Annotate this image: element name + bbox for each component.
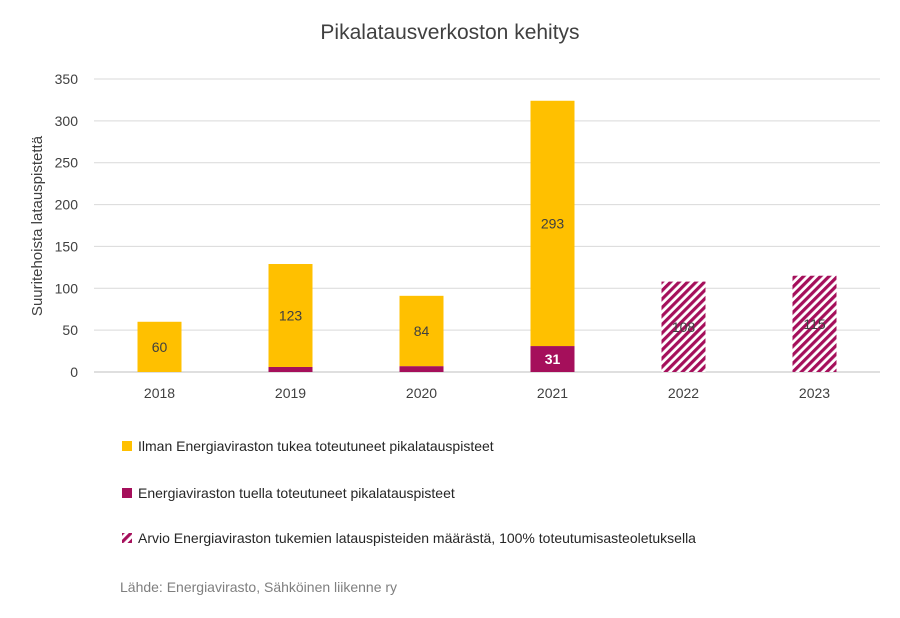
data-label: 123 bbox=[279, 307, 303, 323]
y-tick-label: 150 bbox=[55, 238, 79, 254]
data-label: 115 bbox=[803, 316, 826, 332]
x-tick-label: 2021 bbox=[537, 385, 568, 401]
bars: 60 123 84 31 293 108 115 bbox=[137, 100, 837, 372]
bar-segment bbox=[268, 264, 313, 367]
legend-label: Arvio Energiaviraston tukemien latauspis… bbox=[138, 530, 696, 546]
bar-segment bbox=[530, 346, 575, 372]
data-label: 84 bbox=[414, 323, 430, 339]
grid-lines bbox=[94, 78, 880, 373]
y-tick-label: 300 bbox=[55, 113, 79, 129]
x-tick-label: 2023 bbox=[799, 385, 830, 401]
data-label: 31 bbox=[545, 351, 561, 367]
legend-swatch bbox=[122, 533, 132, 543]
bar-segment bbox=[399, 366, 444, 372]
y-tick-label: 200 bbox=[55, 197, 79, 213]
legend-item: Ilman Energiaviraston tukea toteutuneet … bbox=[122, 438, 494, 454]
bar-segment bbox=[399, 295, 444, 367]
y-tick-label: 250 bbox=[55, 155, 79, 171]
x-tick-label: 2019 bbox=[275, 385, 306, 401]
bar-segment bbox=[530, 100, 575, 347]
y-tick-label: 100 bbox=[55, 280, 79, 296]
source-note: Lähde: Energiavirasto, Sähköinen liikenn… bbox=[120, 579, 397, 595]
bar-segment bbox=[137, 321, 182, 372]
bar-segment bbox=[268, 366, 313, 372]
y-axis-label: Suuritehoista latauspistettä bbox=[29, 135, 46, 316]
x-tick-label: 2022 bbox=[668, 385, 699, 401]
y-tick-label: 0 bbox=[70, 364, 78, 380]
chart-title: Pikalatausverkoston kehitys bbox=[320, 21, 579, 44]
data-label: 293 bbox=[541, 215, 565, 231]
legend-item: Arvio Energiaviraston tukemien latauspis… bbox=[122, 530, 696, 546]
x-axis-ticks: 2018 2019 2020 2021 2022 2023 bbox=[144, 385, 830, 401]
legend-label: Energiaviraston tuella toteutuneet pikal… bbox=[138, 485, 455, 501]
data-label: 60 bbox=[152, 339, 168, 355]
y-tick-label: 350 bbox=[55, 71, 79, 87]
y-tick-label: 50 bbox=[62, 322, 78, 338]
data-label: 108 bbox=[672, 319, 696, 335]
bar-estimate bbox=[661, 281, 706, 372]
legend: Ilman Energiaviraston tukea toteutuneet … bbox=[122, 438, 696, 546]
legend-label: Ilman Energiaviraston tukea toteutuneet … bbox=[138, 438, 494, 454]
legend-item: Energiaviraston tuella toteutuneet pikal… bbox=[122, 485, 455, 501]
bar-estimate bbox=[792, 275, 837, 372]
x-tick-label: 2020 bbox=[406, 385, 437, 401]
legend-swatch bbox=[122, 441, 132, 451]
x-tick-label: 2018 bbox=[144, 385, 175, 401]
legend-swatch bbox=[122, 488, 132, 498]
y-axis-ticks: 0 50 100 150 200 250 300 350 bbox=[55, 71, 79, 380]
